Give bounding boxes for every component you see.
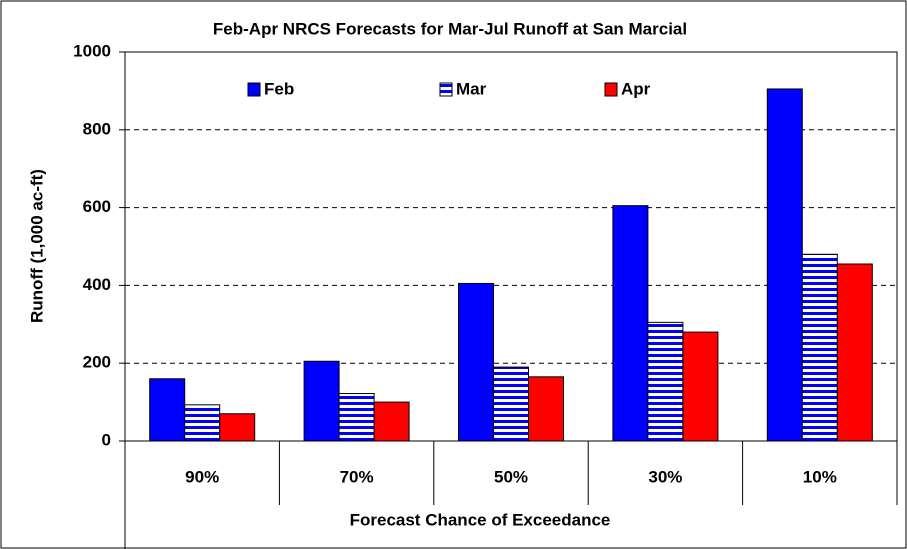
chart-title: Feb-Apr NRCS Forecasts for Mar-Jul Runof… (213, 19, 687, 38)
x-axis-title: Forecast Chance of Exceedance (350, 510, 611, 529)
bar (682, 331, 719, 442)
bar (219, 413, 256, 442)
x-tick-label: 70% (340, 467, 374, 486)
legend-swatch (439, 82, 453, 97)
bar (184, 404, 221, 442)
bar (373, 401, 410, 442)
bar (528, 376, 564, 442)
bar (303, 360, 340, 442)
legend-swatch (604, 82, 618, 97)
y-axis-title: Runoff (1,000 ac-ft) (27, 169, 46, 323)
bar (766, 88, 803, 442)
bar (836, 263, 873, 442)
y-tick-label: 600 (83, 197, 111, 216)
bar (458, 282, 494, 442)
y-tick-label: 200 (83, 353, 111, 372)
bar (647, 321, 684, 442)
x-tick-label: 90% (185, 467, 219, 486)
bar (338, 393, 375, 442)
bar (612, 205, 649, 442)
legend-label: Feb (264, 79, 294, 98)
x-tick-label: 10% (803, 467, 837, 486)
y-tick-label: 1000 (73, 41, 111, 60)
x-tick-label: 30% (648, 467, 682, 486)
bar (149, 378, 186, 442)
legend-swatch (247, 82, 261, 97)
y-tick-label: 400 (83, 275, 111, 294)
x-tick-label: 50% (494, 467, 528, 486)
bar (801, 253, 838, 442)
bar (493, 366, 529, 442)
legend-label: Apr (621, 79, 651, 98)
legend-label: Mar (456, 79, 487, 98)
y-tick-label: 800 (83, 119, 111, 138)
y-tick-label: 0 (102, 430, 111, 449)
